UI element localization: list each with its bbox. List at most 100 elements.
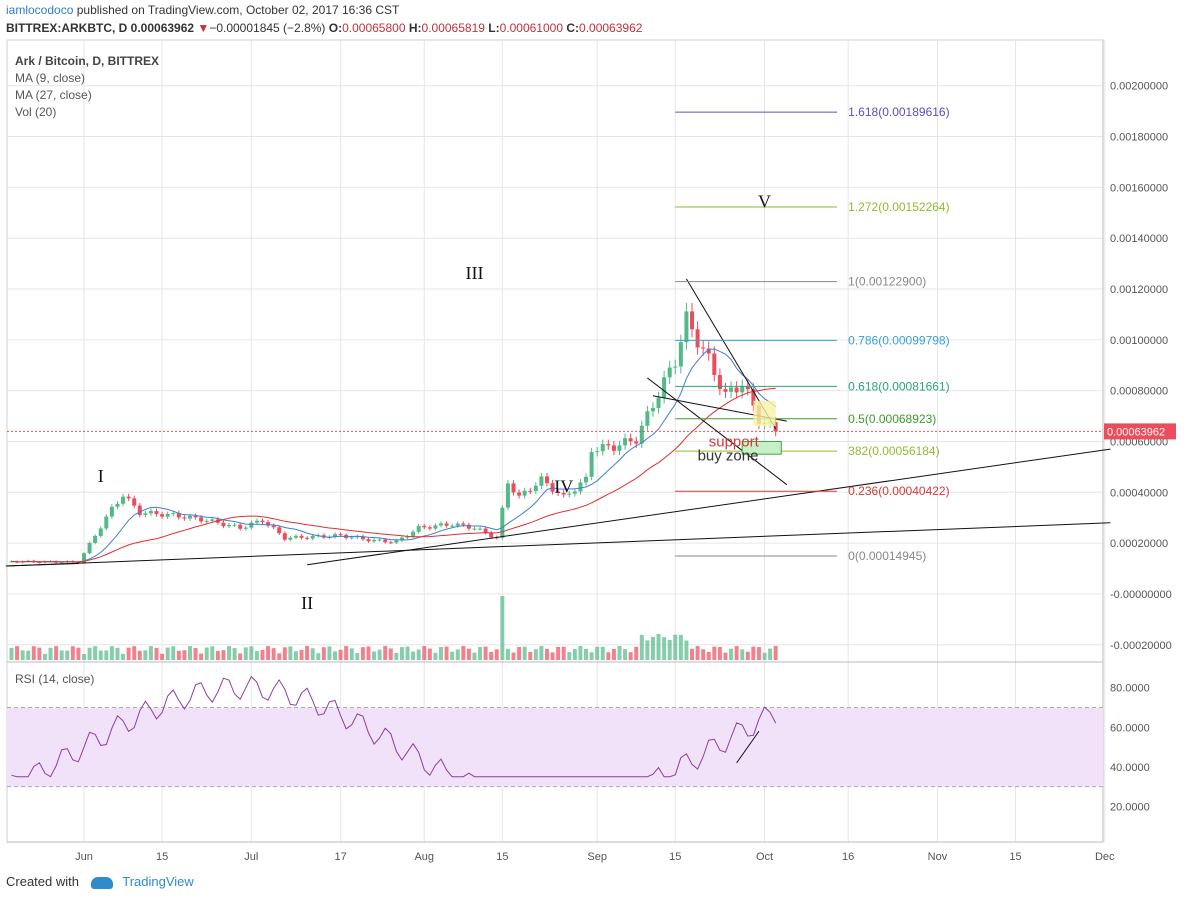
candles-group xyxy=(9,302,778,660)
y-tick-label: 0.00020000 xyxy=(1110,538,1168,550)
price-change: −0.00001845 (−2.8%) xyxy=(209,21,326,35)
candle-body xyxy=(126,496,131,499)
symbol: BITTREX:ARKBTC, D xyxy=(6,21,128,35)
volume-bar xyxy=(305,646,310,660)
volume-bar xyxy=(662,637,667,660)
candle-body xyxy=(360,536,365,540)
rsi-legend[interactable]: RSI (14, close) xyxy=(15,672,95,686)
volume-legend[interactable]: Vol (20) xyxy=(15,105,57,119)
volume-bar xyxy=(98,650,103,660)
volume-bar xyxy=(762,652,767,660)
fib-level-label: 1.272(0.00152264) xyxy=(848,200,949,214)
down-arrow-icon: ▼ xyxy=(197,21,210,35)
tradingview-logo-icon xyxy=(90,876,113,889)
x-tick-label: Jun xyxy=(75,851,93,863)
candle-body xyxy=(483,528,488,533)
candle-body xyxy=(528,490,533,492)
candle-body xyxy=(182,517,187,519)
volume-bar xyxy=(176,650,181,660)
candle-body xyxy=(249,522,254,528)
volume-bar xyxy=(360,647,365,660)
candle-body xyxy=(160,514,165,517)
volume-bar xyxy=(59,650,64,660)
volume-bar xyxy=(15,646,20,660)
candle-body xyxy=(634,441,639,444)
volume-bar xyxy=(745,651,750,660)
rsi-trend-line xyxy=(736,730,760,764)
volume-bar xyxy=(333,651,338,660)
author-link[interactable]: iamlocodoco xyxy=(6,3,74,17)
candle-body xyxy=(734,387,739,393)
candle-body xyxy=(422,525,427,528)
candle-body xyxy=(628,438,633,442)
wave-label: I xyxy=(98,466,104,486)
volume-bar xyxy=(193,647,198,660)
volume-bar xyxy=(137,650,142,660)
volume-bar xyxy=(517,646,522,660)
volume-bar xyxy=(299,649,304,660)
y-tick-label: 0.00100000 xyxy=(1110,335,1168,347)
candle-body xyxy=(684,311,689,343)
candle-body xyxy=(427,527,432,529)
tradingview-link[interactable]: TradingView xyxy=(122,874,194,889)
volume-bar xyxy=(171,646,176,660)
volume-bar xyxy=(600,646,605,660)
candle-body xyxy=(37,562,42,564)
volume-bar xyxy=(143,650,148,660)
volume-bar xyxy=(623,649,628,660)
volume-bar xyxy=(544,648,549,660)
candle-body xyxy=(93,535,98,543)
volume-bar xyxy=(528,651,533,660)
candle-body xyxy=(266,522,271,526)
candle-body xyxy=(455,523,460,526)
candle-body xyxy=(254,520,259,523)
chart-header: iamlocodoco published on TradingView.com… xyxy=(6,3,399,17)
fib-level-label: 1.618(0.00189616) xyxy=(848,105,949,119)
open-value: 0.00065800 xyxy=(342,21,406,35)
annotation-label: buy zone xyxy=(698,448,759,465)
candle-body xyxy=(109,506,114,517)
candle-body xyxy=(578,482,583,492)
ma9-legend[interactable]: MA (9, close) xyxy=(15,71,86,85)
volume-bar xyxy=(690,648,695,660)
volume-bar xyxy=(455,649,460,660)
volume-bar xyxy=(293,651,298,660)
candle-body xyxy=(589,452,594,477)
candle-body xyxy=(171,513,176,515)
volume-bar xyxy=(483,646,488,660)
buy-zone-box xyxy=(741,440,782,455)
y-tick-label: 0.00120000 xyxy=(1110,284,1168,296)
volume-bar xyxy=(215,650,220,660)
candle-body xyxy=(472,528,477,530)
volume-bar xyxy=(505,648,510,660)
close-value: 0.00063962 xyxy=(579,21,643,35)
channel-line xyxy=(647,377,788,486)
x-tick-label: Dec xyxy=(1095,851,1115,863)
volume-bar xyxy=(416,649,421,660)
volume-bar xyxy=(54,646,59,660)
candle-body xyxy=(148,511,153,514)
candle-body xyxy=(310,535,315,539)
volume-bar xyxy=(42,653,47,660)
y-tick-label: 0.00040000 xyxy=(1110,487,1168,499)
candle-body xyxy=(773,422,778,432)
ma27-legend[interactable]: MA (27, close) xyxy=(15,88,92,102)
x-tick-label: 16 xyxy=(842,851,854,863)
candle-body xyxy=(394,540,399,543)
candle-body xyxy=(282,533,287,540)
candle-body xyxy=(293,535,298,538)
volume-bar xyxy=(104,650,109,660)
volume-bar xyxy=(288,646,293,660)
volume-bar xyxy=(489,651,494,660)
volume-bar xyxy=(20,650,25,660)
low-label: L: xyxy=(488,21,500,35)
annotation-label: support xyxy=(709,434,760,451)
price-chart[interactable]: Jun 15 Jul 17 Aug 15 Sep 15 Oct 16 Nov 15 Dec 0.00200… xyxy=(0,0,1184,870)
candle-body xyxy=(98,528,103,536)
fib-level-label: 382(0.00056184) xyxy=(848,444,939,458)
candle-body xyxy=(673,366,678,368)
last-price: 0.00063962 xyxy=(130,21,195,35)
candle-body xyxy=(433,525,438,529)
volume-bar xyxy=(650,636,655,660)
volume-bar xyxy=(154,647,159,660)
